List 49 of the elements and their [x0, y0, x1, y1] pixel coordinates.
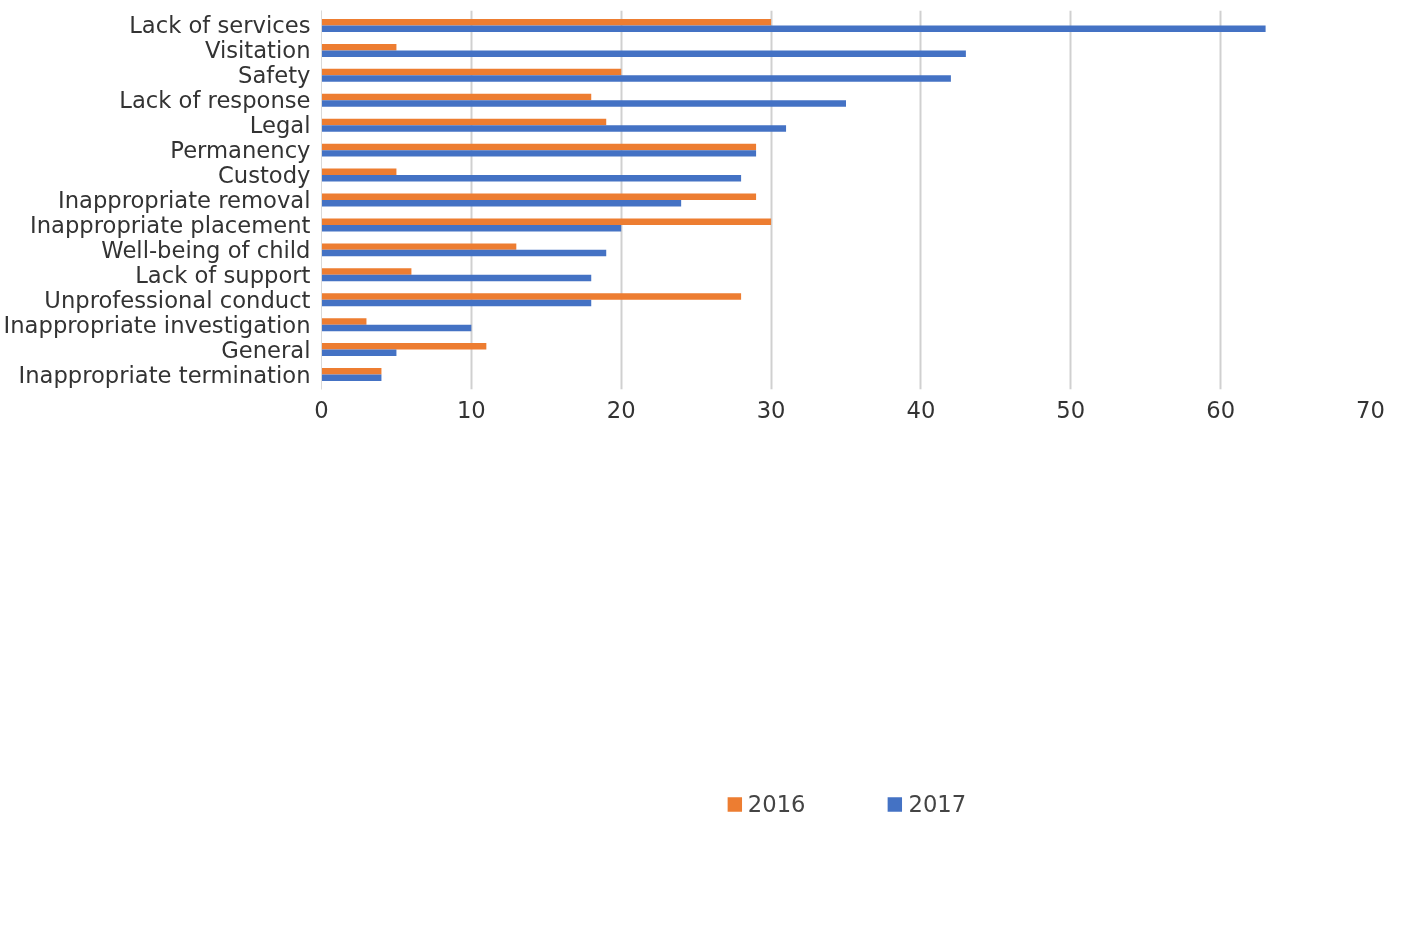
y-tick-label: Lack of response — [119, 87, 311, 114]
bar — [321, 25, 1266, 32]
bar — [321, 143, 757, 151]
x-tick-label: 0 — [314, 396, 329, 423]
bar — [321, 268, 412, 275]
y-tick-label: Safety — [238, 62, 311, 89]
x-tick-label: 20 — [606, 396, 636, 423]
bar — [321, 43, 397, 51]
bar — [321, 75, 951, 82]
bar — [321, 249, 607, 257]
x-tick-label: 60 — [1206, 396, 1236, 423]
bar — [321, 150, 757, 157]
y-tick-label: Legal — [249, 112, 311, 139]
legend-label: 2016 — [747, 790, 806, 817]
y-tick-label: Lack of services — [129, 12, 311, 39]
bar — [321, 218, 772, 225]
x-tick-label: 10 — [456, 396, 486, 423]
bar — [321, 224, 622, 232]
bar — [321, 125, 787, 132]
x-tick-label: 30 — [756, 396, 786, 423]
bar — [321, 368, 382, 375]
y-tick-label: Permanency — [170, 137, 311, 164]
y-tick-label: Visitation — [204, 37, 311, 64]
bar — [321, 324, 472, 332]
bar — [321, 93, 592, 101]
bar — [321, 200, 682, 207]
bar — [321, 100, 846, 107]
bar — [321, 18, 772, 26]
bar — [321, 374, 382, 382]
y-tick-label: Custody — [217, 162, 311, 189]
x-tick-label: 50 — [1056, 396, 1086, 423]
bar — [321, 175, 742, 182]
bar — [321, 50, 966, 57]
bar — [321, 243, 517, 250]
bar — [321, 293, 742, 300]
bar — [321, 349, 397, 357]
bar — [321, 318, 367, 325]
x-tick-label: 70 — [1356, 396, 1385, 423]
bar — [321, 168, 397, 176]
bar — [321, 193, 757, 200]
legend-label: 2017 — [908, 790, 967, 817]
bar — [321, 274, 592, 282]
bar — [321, 118, 607, 126]
y-tick-label: Inappropriate removal — [57, 187, 311, 213]
x-tick-label: 40 — [906, 396, 936, 423]
bar — [321, 299, 592, 307]
bar — [321, 68, 622, 76]
y-tick-label: Inappropriate termination — [18, 361, 311, 388]
bar — [321, 343, 487, 350]
